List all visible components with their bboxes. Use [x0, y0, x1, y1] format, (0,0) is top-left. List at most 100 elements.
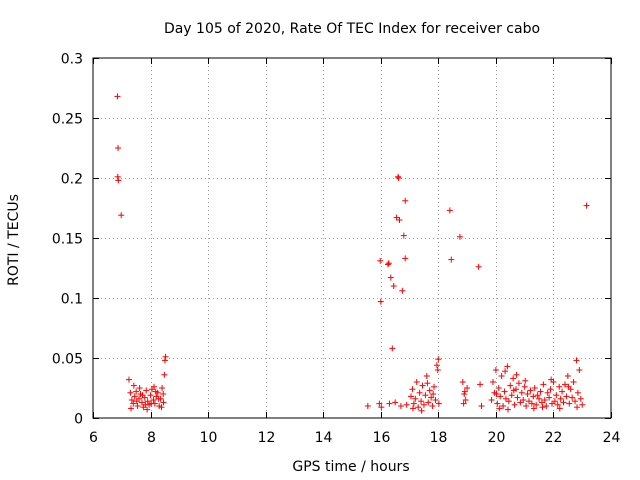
grid — [93, 58, 611, 418]
data-point — [477, 381, 484, 388]
data-point — [546, 394, 553, 401]
data-point — [435, 356, 442, 363]
data-point — [161, 357, 168, 364]
data-point — [419, 382, 426, 389]
data-point — [409, 386, 416, 393]
data-point — [540, 381, 547, 388]
data-point — [397, 403, 404, 409]
data-point — [534, 392, 541, 399]
data-point — [127, 389, 134, 396]
x-tick-label: 6 — [89, 430, 98, 446]
data-point — [557, 395, 564, 402]
data-point — [430, 391, 437, 397]
data-point — [556, 405, 563, 412]
data-point — [462, 397, 469, 403]
data-point — [504, 363, 511, 370]
data-point — [125, 376, 132, 383]
data-point — [390, 283, 397, 289]
data-point — [136, 385, 143, 391]
data-point — [134, 403, 141, 409]
data-point — [518, 389, 525, 396]
data-point — [428, 394, 435, 401]
data-point — [547, 386, 554, 393]
data-point — [495, 385, 502, 391]
data-point — [513, 371, 520, 378]
data-point — [527, 387, 534, 394]
data-point — [569, 394, 576, 401]
data-point — [566, 400, 573, 407]
data-point — [133, 398, 140, 405]
data-point — [510, 387, 517, 394]
x-tick-label: 22 — [545, 430, 563, 446]
data-point — [574, 389, 581, 396]
data-point — [583, 202, 590, 209]
data-point — [494, 400, 501, 407]
data-point — [142, 401, 149, 408]
data-point — [115, 145, 122, 151]
data-point — [396, 217, 403, 223]
data-point — [114, 93, 121, 100]
data-point — [377, 257, 384, 264]
data-points — [114, 93, 590, 414]
data-point — [118, 212, 125, 219]
data-point — [475, 263, 482, 270]
x-tick-label: 16 — [373, 430, 391, 446]
data-point — [559, 388, 566, 395]
data-point — [488, 397, 495, 403]
x-tick-label: 18 — [430, 430, 448, 446]
data-point — [410, 405, 417, 412]
data-point — [424, 380, 431, 387]
data-point — [496, 405, 503, 412]
data-point — [133, 388, 140, 395]
data-point — [376, 400, 383, 407]
data-point — [378, 404, 385, 411]
data-point — [386, 400, 393, 407]
data-point — [446, 207, 453, 214]
data-point — [464, 385, 471, 391]
data-point — [407, 393, 414, 400]
data-point — [155, 395, 162, 402]
data-point — [418, 407, 425, 414]
data-point — [150, 397, 157, 403]
x-tick-label: 10 — [200, 430, 218, 446]
data-point — [144, 398, 151, 405]
data-point — [410, 400, 417, 407]
data-point — [515, 380, 522, 387]
data-point — [561, 381, 568, 388]
data-point — [433, 362, 440, 369]
data-point — [560, 399, 567, 406]
data-point — [522, 377, 529, 384]
data-point — [505, 398, 512, 405]
data-point — [402, 197, 409, 204]
data-point — [493, 391, 500, 397]
data-point — [162, 353, 169, 360]
data-point — [431, 383, 438, 390]
data-point — [131, 393, 138, 400]
data-point — [502, 368, 509, 375]
data-point — [520, 397, 527, 403]
chart-title: Day 105 of 2020, Rate Of TEC Index for r… — [164, 21, 540, 37]
data-point — [128, 397, 135, 403]
data-point — [399, 287, 406, 294]
data-point — [420, 401, 427, 408]
data-point — [448, 256, 455, 263]
data-point — [147, 392, 154, 399]
data-point — [395, 175, 402, 181]
data-point — [507, 382, 514, 389]
data-point — [389, 345, 396, 352]
data-point — [377, 298, 384, 305]
data-point — [412, 395, 419, 402]
data-point — [570, 379, 577, 385]
data-point — [537, 388, 544, 395]
data-point — [533, 401, 540, 408]
data-point — [144, 406, 151, 413]
data-point — [435, 400, 442, 407]
data-point — [530, 405, 537, 412]
data-point — [524, 391, 531, 397]
data-point — [553, 392, 560, 399]
data-point — [554, 401, 561, 408]
x-tick-label: 24 — [603, 430, 621, 446]
y-tick-label: 0.3 — [61, 52, 83, 68]
